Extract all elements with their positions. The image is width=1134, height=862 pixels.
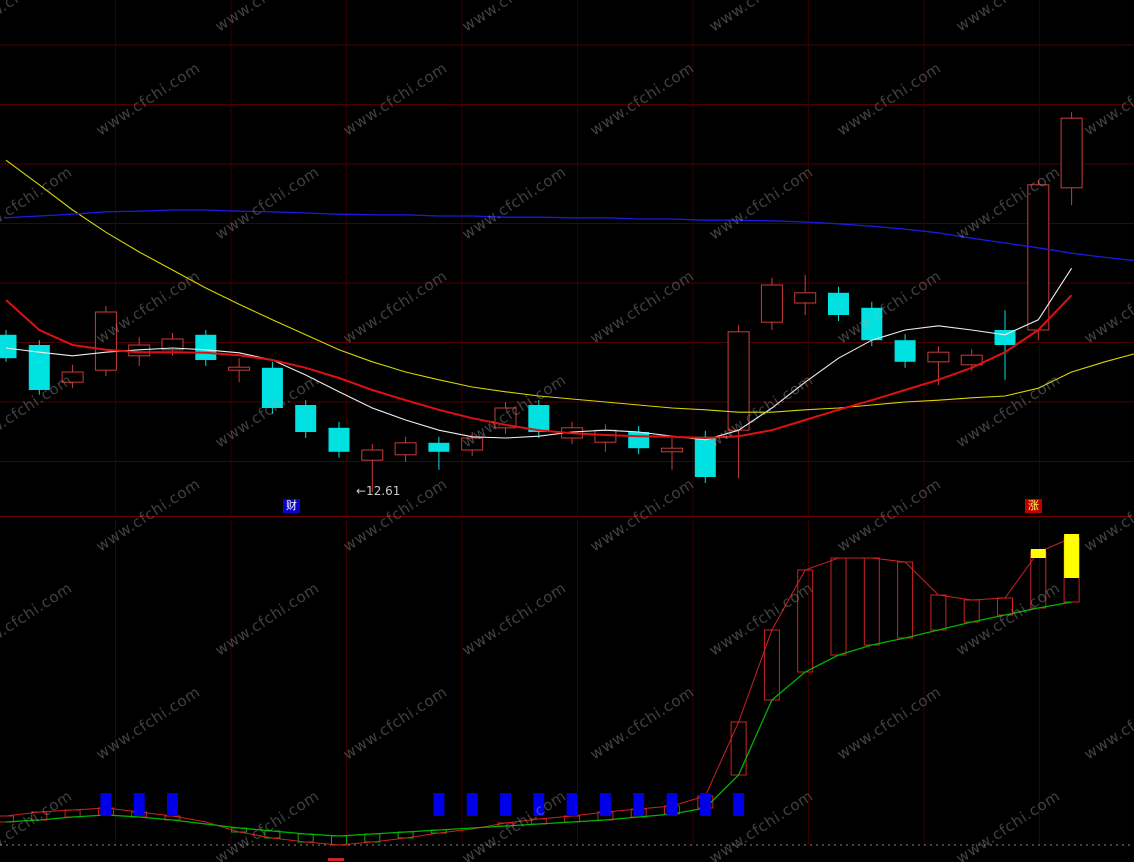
yellow-signal-bar <box>1030 549 1046 558</box>
indicator-panel <box>0 534 1080 861</box>
ma-yellow <box>5 159 1134 413</box>
blue-signal-bar <box>167 793 178 816</box>
candlestick-series <box>0 112 1083 492</box>
bottom-tick <box>328 858 344 861</box>
blue-signal-bar <box>666 793 678 816</box>
blue-signal-bar <box>599 793 611 816</box>
blue-signal-bar <box>533 793 545 816</box>
blue-signal-bar <box>433 793 445 816</box>
blue-signal-bar <box>633 793 645 816</box>
indicator-tag-cai[interactable]: 财 <box>283 499 300 513</box>
indicator-green-line <box>5 601 1072 837</box>
ma-blue <box>5 209 1134 262</box>
indicator-tag-zhang[interactable]: 涨 <box>1025 499 1042 513</box>
low-price-annotation: ←12.61 <box>356 484 401 498</box>
blue-signal-bar <box>133 793 145 816</box>
indicator-red-line <box>5 537 1072 846</box>
blue-signal-bar <box>500 793 511 816</box>
blue-signal-bar <box>566 793 578 816</box>
blue-signal-bar <box>466 793 478 816</box>
blue-signal-bar <box>100 793 112 816</box>
blue-signal-bar <box>733 793 745 816</box>
moving-average-lines <box>5 159 1134 441</box>
ma-red <box>5 294 1073 440</box>
ma-white <box>5 267 1073 441</box>
blue-signal-bar <box>699 793 711 816</box>
yellow-signal-bar <box>1064 534 1080 578</box>
